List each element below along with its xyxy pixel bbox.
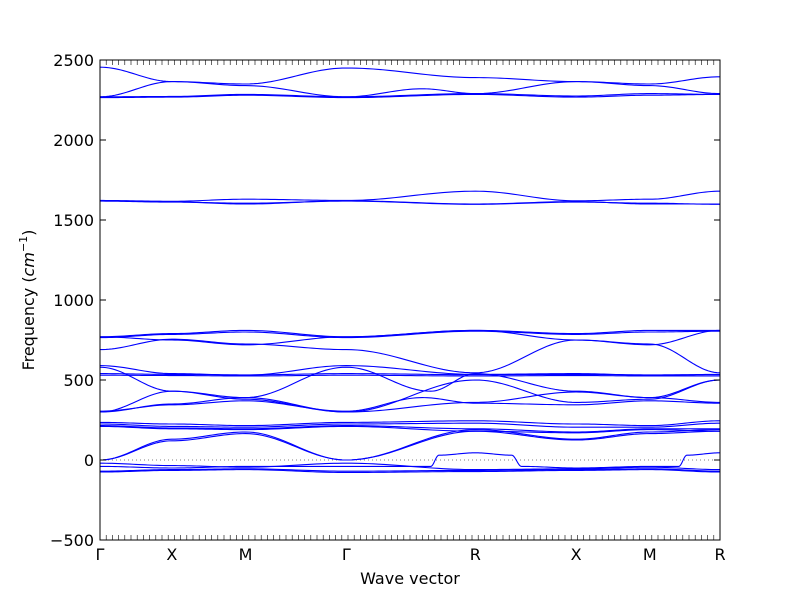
x-tick-label: X [166, 545, 177, 564]
x-tick-label: M [643, 545, 657, 564]
band-line-13 [100, 374, 720, 377]
x-tick-label: Γ [96, 545, 105, 564]
band-line-9 [99, 338, 721, 374]
y-tick-label: 1500 [53, 211, 94, 230]
band-line-6 [100, 200, 720, 205]
series-lines [99, 66, 721, 474]
band-line-21 [99, 425, 721, 434]
y-tick-label: 2000 [53, 131, 94, 150]
x-axis-label: Wave vector [360, 569, 460, 588]
y-axis-label-exponent: −1 [17, 236, 30, 252]
band-line-2 [100, 88, 720, 98]
y-axis-label-close: ) [19, 230, 38, 236]
band-line-20 [99, 425, 720, 433]
band-line-1 [99, 81, 721, 98]
y-tick-label: 1000 [53, 291, 94, 310]
band-line-22 [99, 429, 721, 461]
band-line-4 [100, 190, 721, 202]
band-line-17 [99, 397, 721, 412]
x-tick-label: R [714, 545, 725, 564]
band-line-12 [100, 373, 720, 376]
band-line-26 [99, 468, 721, 472]
band-line-10 [99, 329, 721, 346]
band-line-8 [99, 330, 720, 339]
band-line-19 [99, 422, 721, 428]
plot-frame [99, 59, 721, 541]
band-line-18 [99, 420, 721, 427]
band-line-16 [99, 391, 721, 413]
axis-ticks [99, 59, 721, 541]
y-tick-label: 0 [84, 451, 94, 470]
x-tick-label: R [470, 545, 481, 564]
y-axis-label-text: Frequency ( [19, 276, 38, 370]
y-tick-labels: −500 0 500 1000 1500 2000 2500 [50, 51, 94, 550]
y-axis-label-unit: cm [19, 252, 38, 276]
x-tick-label: X [571, 545, 582, 564]
band-line-15 [99, 379, 721, 413]
y-tick-label: 500 [63, 371, 94, 390]
band-line-27 [99, 469, 721, 474]
y-tick-label: −500 [50, 531, 94, 550]
y-tick-label: 2500 [53, 51, 94, 70]
y-axis-label: Frequency (cm−1) [17, 230, 38, 371]
x-tick-label: M [239, 545, 253, 564]
band-line-25 [99, 452, 721, 469]
band-line-23 [99, 430, 721, 461]
band-line-3 [100, 93, 720, 99]
x-tick-label: Γ [342, 545, 351, 564]
